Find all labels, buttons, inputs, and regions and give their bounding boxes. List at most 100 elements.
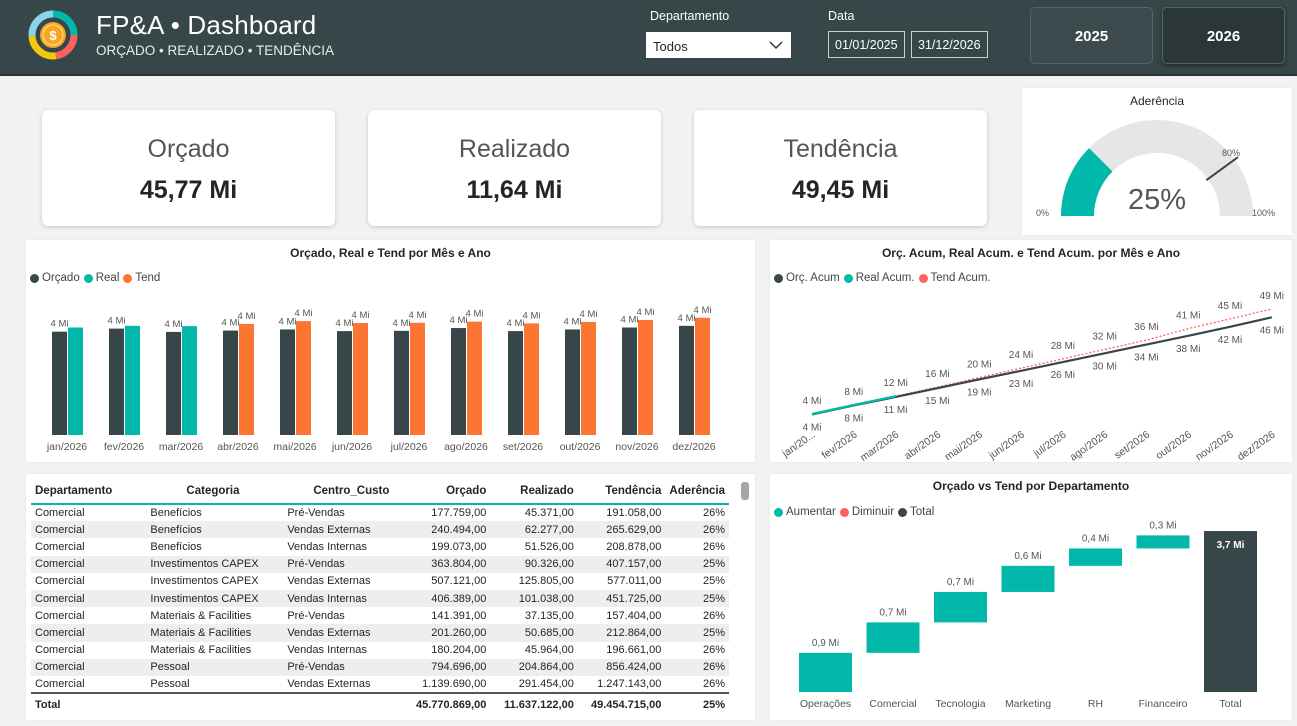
- data-label: 16 Mi: [925, 369, 949, 380]
- bar-orcado: [508, 331, 523, 435]
- table-cell: Investimentos CAPEX: [146, 555, 284, 573]
- bar-orcado: [565, 329, 580, 435]
- table-cell: Comercial: [31, 624, 147, 642]
- table-cell: 201.260,00: [402, 624, 491, 642]
- date-end-input[interactable]: 31/12/2026: [911, 31, 988, 58]
- table-cell: 51.526,00: [524, 540, 574, 553]
- bar-real: [125, 325, 140, 435]
- data-label: 15 Mi: [925, 396, 949, 407]
- table-row[interactable]: Comercial Benefícios Vendas Externas 240.49…: [31, 521, 729, 539]
- column-header[interactable]: Centro_Custo: [283, 478, 403, 505]
- table-scrollbar[interactable]: [741, 482, 749, 500]
- table-cell: 25%: [665, 589, 729, 608]
- x-tick-label: mar/2026: [159, 441, 204, 453]
- table-row[interactable]: Comercial Materiais & Facilities Vendas Ex…: [31, 624, 729, 642]
- table-cell: 407.157,00: [577, 555, 666, 573]
- x-tick-label: nov/2026: [1193, 429, 1235, 462]
- legend-diminuir[interactable]: Diminuir: [851, 506, 895, 518]
- departamento-select[interactable]: Todos: [646, 32, 791, 58]
- kpi-label: Orçado: [147, 135, 230, 163]
- table-cell: Vendas Externas: [283, 624, 403, 642]
- table-cell: Pré-Vendas: [283, 658, 403, 676]
- legend-tend-acum-marker: [918, 273, 928, 283]
- kpi-card-orcado: Orçado 45,77 Mi: [42, 110, 335, 226]
- table-row[interactable]: Comercial Investimentos CAPEX Pré-Vendas 36…: [31, 555, 729, 573]
- table-cell: Pessoal: [146, 658, 284, 676]
- table-row[interactable]: Comercial Investimentos CAPEX Vendas Inter…: [31, 589, 729, 608]
- table-cell: 25%: [702, 575, 725, 588]
- legend-tend-marker: [123, 273, 133, 283]
- table-cell: 856.424,00: [577, 658, 666, 676]
- bar-orcado: [622, 327, 637, 435]
- gauge-target-marker: [1205, 156, 1239, 181]
- table-cell: Comercial: [35, 575, 85, 588]
- table-row[interactable]: Comercial Materiais & Facilities Pré-Venda…: [31, 607, 729, 624]
- x-tick-label: ago/2026: [444, 441, 488, 453]
- legend-real[interactable]: Real: [95, 272, 120, 284]
- data-label: 4 Mi: [523, 310, 541, 321]
- waterfall-chart: 0,9 Mi Operações 0,7 Mi Comercial 0,7 Mi Tecn…: [799, 520, 1257, 710]
- data-label: 4 Mi: [409, 310, 427, 321]
- x-tick-label: RH: [1088, 698, 1103, 710]
- data-label: 0,4 Mi: [1082, 533, 1109, 544]
- table-cell: 37.135,00: [524, 609, 574, 622]
- kpi-card-tendencia: Tendência 49,45 Mi: [694, 110, 987, 226]
- legend-tend[interactable]: Tend: [135, 272, 161, 284]
- date-start-input[interactable]: 01/01/2025: [828, 31, 905, 58]
- table-cell: 794.696,00: [402, 658, 491, 676]
- waterfall-increase-bar: [1001, 565, 1055, 592]
- table-cell: Pessoal: [150, 677, 190, 690]
- data-label: 4 Mi: [450, 315, 468, 326]
- table-row[interactable]: Comercial Investimentos CAPEX Vendas Exter…: [31, 573, 729, 590]
- table-cell: 26%: [665, 658, 729, 676]
- legend-tend-acum[interactable]: Tend Acum.: [930, 272, 991, 284]
- gauge-fill: [1061, 148, 1113, 216]
- table-row[interactable]: Comercial Benefícios Vendas Internas 199.07…: [31, 538, 729, 555]
- bar-tend: [296, 321, 311, 435]
- data-label: 4 Mi: [694, 305, 712, 316]
- table-row[interactable]: Comercial Pessoal Vendas Externas 1.139.690…: [31, 676, 729, 693]
- bar-tend: [410, 322, 425, 435]
- x-tick-label: abr/2026: [217, 441, 259, 453]
- data-label: 4 Mi: [222, 318, 240, 329]
- bar-orcado: [451, 328, 466, 435]
- data-label: 19 Mi: [967, 387, 991, 398]
- total-cell: 49.454.715,00: [577, 692, 666, 716]
- detail-table: Departamento Categoria Centro_Custo Orça…: [31, 478, 729, 716]
- table-cell: Comercial: [35, 609, 85, 622]
- table-cell: 50.685,00: [490, 624, 578, 642]
- column-header[interactable]: Departamento: [31, 478, 147, 505]
- table-cell: 45.371,00: [524, 507, 574, 520]
- year-button-2026[interactable]: 2026: [1162, 7, 1285, 64]
- year-button-2025[interactable]: 2025: [1030, 7, 1153, 64]
- chart-legend: Orçado Real Tend: [30, 272, 160, 284]
- column-header[interactable]: Orçado: [402, 478, 491, 505]
- column-header[interactable]: Categoria: [146, 478, 284, 505]
- legend-orcado[interactable]: Orçado: [42, 272, 80, 284]
- data-label: 23 Mi: [1009, 379, 1033, 390]
- total-cell: [283, 692, 403, 716]
- column-header[interactable]: Tendência: [577, 478, 666, 505]
- app-title: FP&A • Dashboard: [96, 10, 317, 40]
- legend-orcado-marker: [30, 273, 39, 283]
- bar-tend: [638, 320, 653, 435]
- data-label: 4 Mi: [51, 319, 69, 330]
- waterfall-chart-panel: Orçado vs Tend por Departamento Aumentar…: [770, 474, 1292, 720]
- legend-orc-acum[interactable]: Orç. Acum: [786, 272, 840, 284]
- series-line-2: [811, 308, 1272, 415]
- table-row[interactable]: Comercial Pessoal Pré-Vendas 794.696,00 204.…: [31, 658, 729, 676]
- bar-orcado: [394, 330, 409, 435]
- column-header[interactable]: Aderência: [665, 478, 729, 505]
- legend-real-acum[interactable]: Real Acum.: [855, 272, 915, 284]
- legend-total[interactable]: Total: [910, 506, 935, 518]
- data-label: 28 Mi: [1051, 341, 1075, 352]
- legend-aumentar[interactable]: Aumentar: [786, 506, 836, 518]
- table-row[interactable]: Comercial Materiais & Facilities Vendas In…: [31, 642, 729, 659]
- table-cell: 26%: [702, 609, 725, 622]
- column-header[interactable]: Realizado: [490, 478, 578, 505]
- data-label: 4 Mi: [580, 309, 598, 320]
- gauge-chart: [1061, 120, 1253, 216]
- table-row[interactable]: Comercial Benefícios Pré-Vendas 177.759,00 4…: [31, 504, 729, 521]
- table-cell: 240.494,00: [402, 521, 491, 539]
- table-cell: Pré-Vendas: [287, 507, 345, 520]
